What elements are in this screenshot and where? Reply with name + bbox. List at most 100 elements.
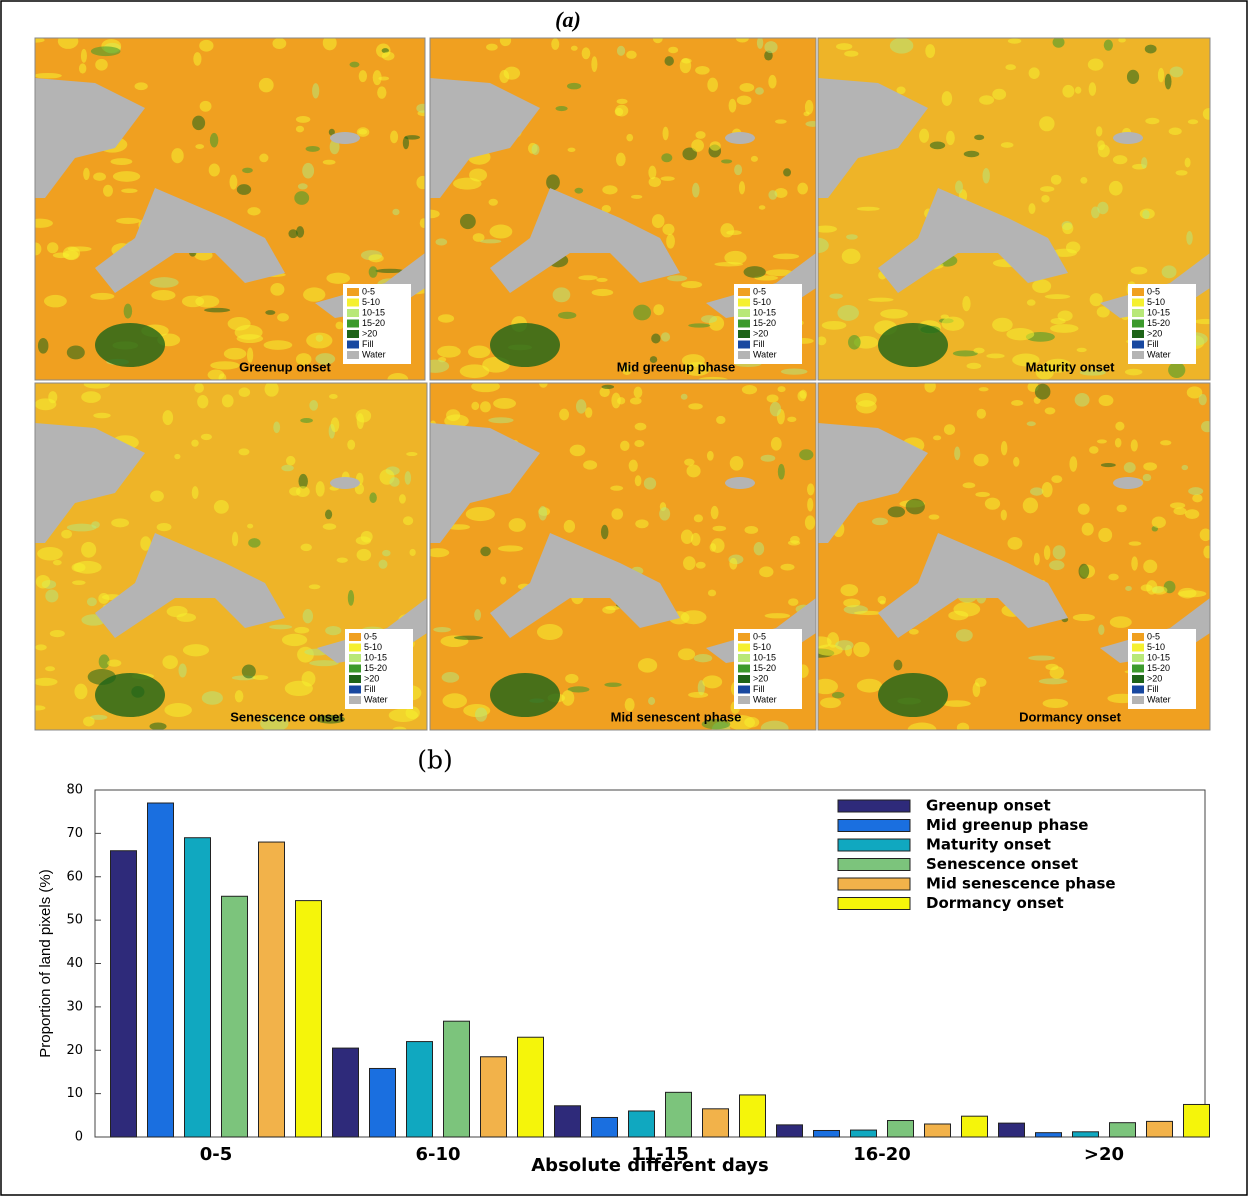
- map-speckle: [1116, 504, 1127, 513]
- map-speckle: [1044, 358, 1072, 373]
- bar: [1072, 1131, 1099, 1138]
- legend-swatch: [1132, 340, 1144, 349]
- map-speckle: [191, 439, 199, 447]
- map-speckle: [790, 535, 800, 544]
- map-speckle: [66, 345, 85, 360]
- legend-swatch: [1132, 654, 1144, 662]
- map-speckle: [667, 275, 688, 282]
- x-tick-label: 16-20: [853, 1144, 911, 1165]
- map-speckle: [1203, 545, 1210, 559]
- map-speckle: [1012, 353, 1040, 367]
- map-speckle: [81, 391, 101, 403]
- map-speckle: [236, 184, 252, 195]
- map-speckle: [328, 128, 335, 136]
- legend-label: >20: [753, 673, 768, 683]
- map-speckle: [634, 422, 647, 431]
- map-water: [1113, 477, 1143, 489]
- map-speckle: [1184, 157, 1191, 168]
- legend-swatch: [349, 685, 361, 694]
- map-speckle: [80, 48, 87, 63]
- map-speckle: [294, 626, 310, 634]
- map-speckle: [546, 174, 560, 191]
- legend-swatch: [1132, 319, 1144, 328]
- map-speckle: [770, 436, 782, 451]
- map-speckle: [164, 703, 192, 717]
- map-speckle: [1044, 294, 1071, 300]
- map-speckle: [735, 38, 749, 43]
- map-speckle: [375, 268, 405, 274]
- map-forest: [878, 323, 948, 367]
- legend-swatch: [738, 696, 750, 704]
- map-speckle: [1026, 299, 1036, 306]
- legend-label: Mid greenup phase: [926, 816, 1088, 834]
- map-speckle: [409, 548, 416, 556]
- map-speckle: [563, 519, 576, 533]
- map-speckle: [1098, 394, 1114, 407]
- map-speckle: [315, 353, 336, 365]
- legend-label: 0-5: [364, 631, 377, 641]
- map-speckle: [707, 589, 717, 597]
- map-speckle: [720, 223, 735, 238]
- map-speckle: [1032, 279, 1052, 293]
- map-speckle: [721, 159, 733, 164]
- map-speckle: [1168, 362, 1186, 378]
- map-speckle: [933, 435, 942, 441]
- map-speckle: [1108, 180, 1123, 196]
- map-water: [878, 533, 1068, 638]
- map-speckle: [378, 559, 388, 569]
- map-speckle: [1100, 463, 1116, 468]
- map-speckle: [1124, 368, 1143, 376]
- map-speckle: [1069, 456, 1078, 472]
- map-speckle: [1052, 38, 1065, 48]
- map-speckle: [840, 584, 859, 597]
- map-speckle: [683, 556, 696, 571]
- map-speckle: [499, 38, 512, 47]
- map-speckle: [946, 130, 955, 146]
- map-speckle: [662, 223, 675, 235]
- map-speckle: [1097, 201, 1109, 215]
- map-speckle: [300, 418, 313, 423]
- map-speckle: [567, 147, 576, 152]
- map-speckle: [766, 394, 779, 403]
- map-title: Mid greenup phase: [617, 359, 735, 374]
- map-speckle: [846, 234, 858, 240]
- map-speckle: [199, 100, 212, 112]
- map-speckle: [52, 559, 62, 566]
- map-speckle: [908, 628, 919, 635]
- map-speckle: [788, 598, 799, 606]
- map-speckle: [156, 522, 172, 532]
- map-speckle: [611, 508, 624, 520]
- map-speckle: [611, 392, 621, 409]
- map-speckle: [1164, 73, 1172, 90]
- map-speckle: [508, 518, 526, 532]
- legend-label: Dormancy onset: [926, 894, 1064, 912]
- map-speckle: [628, 459, 638, 472]
- map-speckle: [629, 397, 642, 405]
- map-speckle: [248, 538, 261, 548]
- map-speckle: [1118, 38, 1126, 43]
- y-tick-label: 20: [66, 1043, 83, 1058]
- map-water: [35, 423, 145, 543]
- map-speckle: [1157, 67, 1165, 83]
- map-speckle: [326, 272, 351, 284]
- map-speckle: [295, 116, 311, 123]
- map-frame: [34, 37, 426, 381]
- legend-label: Senescence onset: [926, 855, 1078, 873]
- map-speckle: [948, 610, 969, 621]
- map-speckle: [1161, 265, 1177, 279]
- map-speckle: [688, 323, 711, 328]
- legend-swatch: [738, 675, 750, 683]
- legend-swatch: [1132, 298, 1144, 307]
- map-speckle: [1007, 38, 1022, 44]
- bar: [702, 1108, 729, 1138]
- map-speckle: [1034, 383, 1051, 400]
- map-speckle: [653, 304, 665, 316]
- map-speckle: [979, 95, 995, 105]
- map-speckle: [405, 706, 420, 720]
- map-speckle: [35, 677, 58, 686]
- bar: [961, 1115, 988, 1138]
- bar: [998, 1122, 1025, 1138]
- map-speckle: [829, 293, 843, 299]
